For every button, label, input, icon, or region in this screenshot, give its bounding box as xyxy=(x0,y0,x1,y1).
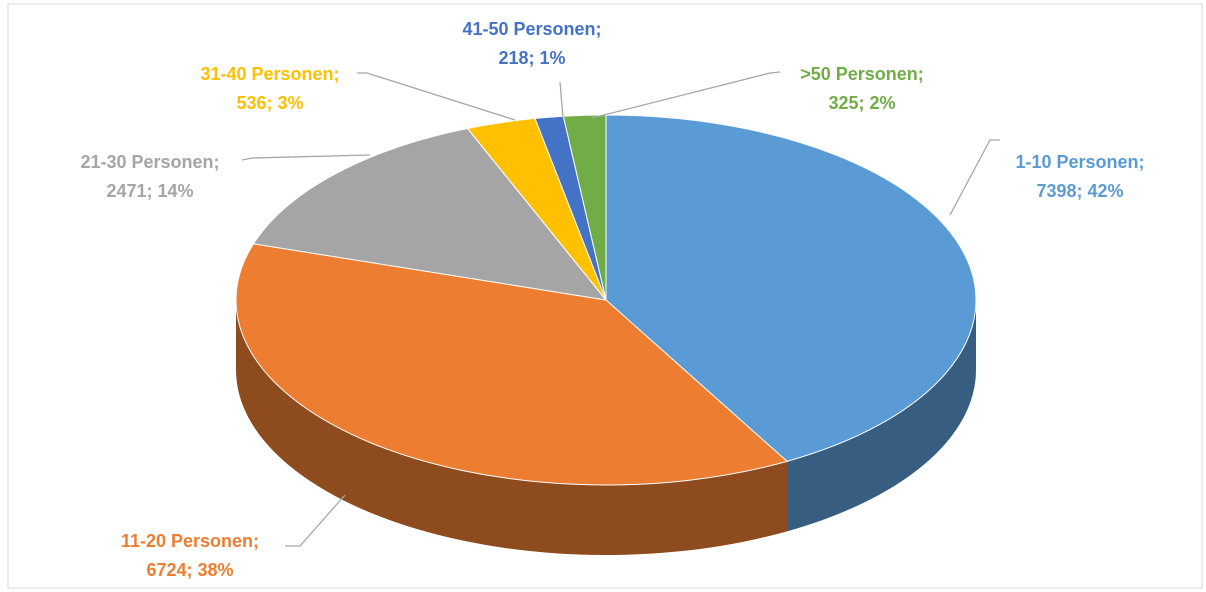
slice xyxy=(605,114,977,462)
data-label-value: 218; 1% xyxy=(498,48,565,68)
data-label-value: 6724; 38% xyxy=(146,560,233,580)
slice xyxy=(235,243,789,486)
data-label-name: 41-50 Personen; xyxy=(462,19,601,39)
leader-line xyxy=(559,81,564,119)
leader-line xyxy=(241,154,371,161)
slice-side xyxy=(236,300,788,555)
slice-side xyxy=(787,300,977,532)
leader-line xyxy=(591,71,781,119)
slice xyxy=(252,127,608,301)
data-label-value: 7398; 42% xyxy=(1036,181,1123,201)
data-label-name: 11-20 Personen; xyxy=(121,531,259,551)
leader-line xyxy=(949,139,1000,216)
data-label-value: 536; 3% xyxy=(236,93,303,113)
leader-line xyxy=(357,72,516,121)
data-label-name: 21-30 Personen; xyxy=(80,152,219,172)
data-label-name: >50 Personen; xyxy=(800,64,924,84)
data-label-value: 2471; 14% xyxy=(106,181,193,201)
data-label-value: 325; 2% xyxy=(828,93,895,113)
data-label-name: 1-10 Personen; xyxy=(1015,152,1144,172)
data-label-name: 31-40 Personen; xyxy=(200,64,339,84)
leader-line xyxy=(285,494,346,547)
